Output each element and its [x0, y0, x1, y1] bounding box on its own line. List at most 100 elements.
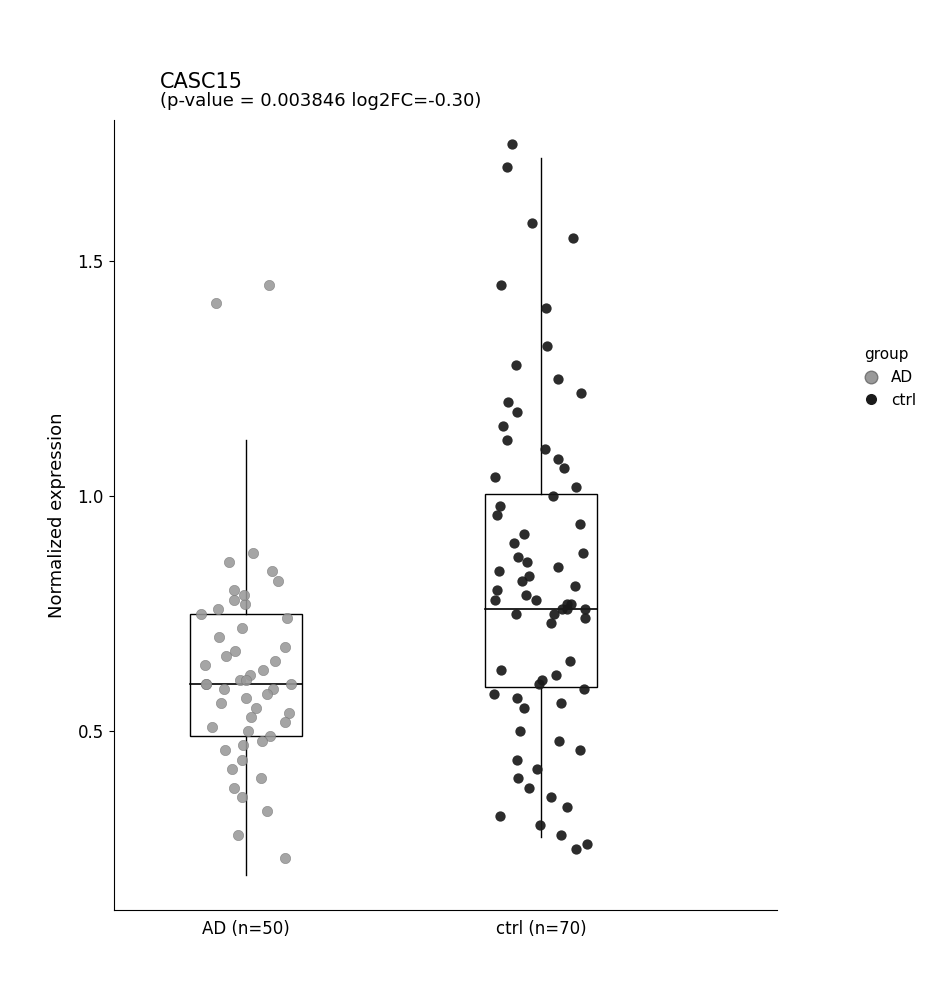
Text: (p-value = 0.003846 log2FC=-0.30): (p-value = 0.003846 log2FC=-0.30)	[160, 92, 481, 110]
Point	[236, 737, 251, 753]
Point	[235, 789, 250, 805]
Point	[242, 667, 258, 683]
Point	[548, 667, 563, 683]
Point	[256, 662, 271, 678]
Point	[194, 606, 209, 622]
Point	[267, 653, 282, 669]
Bar	[190, 614, 302, 736]
Point	[226, 780, 241, 796]
Point	[509, 606, 524, 622]
Point	[516, 526, 531, 542]
Point	[490, 582, 505, 598]
Point	[560, 601, 575, 617]
Point	[230, 827, 245, 843]
Point	[552, 733, 567, 749]
Point	[277, 850, 292, 866]
Point	[259, 803, 275, 819]
Point	[557, 460, 572, 476]
Point	[198, 676, 213, 692]
Point	[576, 681, 591, 697]
Bar	[485, 494, 597, 687]
Point	[539, 300, 554, 316]
Point	[487, 469, 502, 485]
Point	[237, 587, 252, 603]
Point	[495, 418, 510, 434]
Point	[577, 610, 592, 626]
Point	[221, 554, 236, 570]
Point	[528, 592, 544, 608]
Point	[217, 681, 232, 697]
Point	[529, 761, 545, 777]
Point	[519, 587, 534, 603]
Point	[226, 592, 241, 608]
Point	[525, 215, 540, 231]
Point	[510, 549, 526, 565]
Point	[554, 601, 569, 617]
Point	[254, 770, 269, 786]
Point	[234, 752, 249, 768]
Point	[243, 709, 259, 725]
Point	[540, 338, 555, 354]
Point	[492, 498, 508, 514]
Point	[544, 615, 559, 631]
Point	[218, 742, 233, 758]
Point	[248, 700, 263, 716]
Point	[559, 799, 574, 815]
Point	[567, 578, 582, 594]
Point	[264, 563, 279, 579]
Point	[553, 695, 568, 711]
Point	[204, 719, 219, 735]
Point	[238, 596, 253, 612]
Point	[239, 690, 254, 706]
Point	[579, 836, 594, 852]
Text: CASC15: CASC15	[160, 72, 243, 92]
Point	[568, 841, 583, 857]
Point	[491, 563, 507, 579]
Point	[208, 295, 223, 311]
Point	[262, 728, 277, 744]
Point	[514, 573, 529, 589]
Point	[546, 606, 562, 622]
Point	[534, 672, 549, 688]
Point	[486, 686, 501, 702]
Point	[573, 742, 588, 758]
Point	[219, 648, 234, 664]
Point	[574, 385, 589, 401]
Point	[573, 516, 588, 532]
Point	[553, 827, 568, 843]
Point	[277, 639, 293, 655]
Point	[563, 653, 578, 669]
Point	[492, 808, 508, 824]
Point	[500, 159, 515, 175]
Point	[538, 441, 553, 457]
Point	[507, 535, 522, 551]
Point	[490, 507, 505, 523]
Point	[281, 704, 296, 720]
Point	[522, 780, 537, 796]
Point	[234, 620, 249, 636]
Point	[279, 610, 295, 626]
Point	[578, 601, 593, 617]
Point	[224, 761, 240, 777]
Point	[560, 596, 575, 612]
Point	[265, 681, 280, 697]
Point	[245, 545, 260, 561]
Point	[261, 277, 277, 293]
Point	[509, 404, 525, 420]
Point	[563, 596, 579, 612]
Point	[520, 554, 535, 570]
Point	[255, 733, 270, 749]
Point	[213, 695, 228, 711]
Point	[532, 817, 547, 833]
Point	[499, 432, 514, 448]
Point	[241, 723, 256, 739]
Point	[531, 676, 546, 692]
Point	[284, 676, 299, 692]
Point	[565, 230, 581, 246]
Point	[517, 700, 532, 716]
Point	[504, 136, 519, 152]
Point	[199, 676, 214, 692]
Point	[509, 690, 525, 706]
Point	[510, 770, 526, 786]
Point	[259, 686, 275, 702]
